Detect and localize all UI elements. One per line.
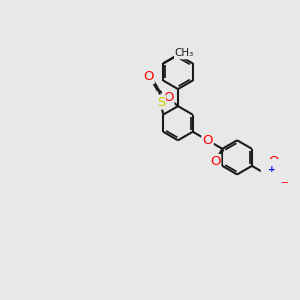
Text: S: S: [157, 95, 165, 109]
Text: O: O: [202, 134, 213, 147]
Text: −: −: [280, 178, 289, 188]
Text: O: O: [269, 155, 279, 168]
Text: O: O: [274, 175, 284, 188]
Text: CH₃: CH₃: [175, 48, 194, 59]
Text: N: N: [262, 168, 272, 181]
Text: O: O: [143, 70, 154, 83]
Text: O: O: [163, 91, 173, 104]
Text: +: +: [268, 165, 276, 174]
Text: O: O: [210, 155, 220, 168]
